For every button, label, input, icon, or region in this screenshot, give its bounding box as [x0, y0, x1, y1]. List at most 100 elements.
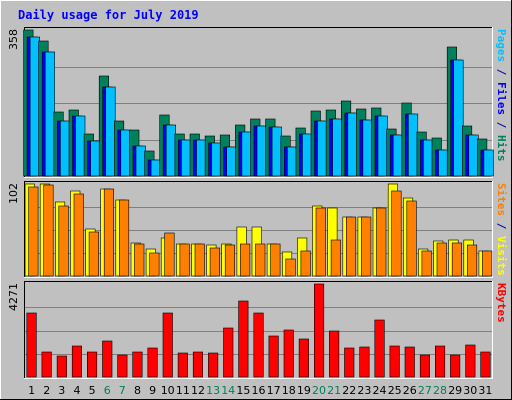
- bar-kbytes-day-29: [450, 354, 461, 378]
- panel-bot: 4271 KBytes: [7, 281, 508, 379]
- bar-kbytes-day-4: [71, 345, 82, 378]
- bar-pages-day-18: [286, 146, 298, 177]
- bar-pages-day-17: [271, 126, 282, 177]
- x-tick-label: 27: [418, 384, 432, 397]
- bar-pages-day-7: [120, 129, 131, 177]
- legend-top: Pages / Files / Hits: [495, 29, 508, 162]
- x-tick-label: 16: [252, 384, 266, 397]
- legend-entry: Sites: [495, 183, 508, 216]
- bar-sites-day-25: [391, 190, 402, 277]
- bar-pages-day-23: [362, 119, 373, 177]
- legend-entry: Pages: [495, 29, 508, 62]
- bar-kbytes-day-2: [41, 351, 52, 378]
- bar-kbytes-day-11: [177, 352, 188, 378]
- bar-sites-day-7: [119, 199, 130, 277]
- bar-sites-day-23: [361, 216, 372, 277]
- bar-pages-day-12: [196, 139, 207, 177]
- x-tick-label: 8: [134, 384, 141, 397]
- x-tick-label: 30: [463, 384, 477, 397]
- x-tick-label: 24: [373, 384, 387, 397]
- bar-pages-day-8: [135, 145, 146, 177]
- bar-kbytes-day-3: [56, 355, 67, 378]
- bar-pages-day-14: [226, 146, 237, 177]
- bar-kbytes-day-22: [344, 347, 355, 378]
- bar-sites-day-10: [164, 232, 175, 277]
- x-tick-label: 25: [388, 384, 402, 397]
- bar-pages-day-11: [181, 139, 192, 177]
- bar-pages-day-6: [105, 86, 116, 177]
- x-tick-label: 14: [221, 384, 235, 397]
- legend-bot: KBytes: [495, 283, 508, 323]
- x-tick-label: 15: [236, 384, 250, 397]
- legend-entry: /: [495, 115, 508, 135]
- bar-pages-day-13: [211, 142, 222, 177]
- chart-title: Daily usage for July 2019: [18, 8, 199, 22]
- bar-kbytes-day-26: [404, 346, 415, 378]
- bar-sites-day-17: [270, 243, 281, 277]
- legend-entry: Hits: [495, 135, 508, 162]
- bar-kbytes-day-5: [87, 351, 98, 378]
- bar-sites-day-14: [224, 244, 235, 277]
- bar-sites-day-13: [209, 247, 220, 277]
- bar-pages-day-27: [423, 139, 434, 177]
- bar-pages-day-15: [241, 131, 252, 177]
- bar-sites-day-12: [194, 243, 205, 277]
- bar-kbytes-day-25: [389, 345, 400, 378]
- bar-pages-day-16: [256, 125, 267, 177]
- legend-entry: Visits: [495, 236, 508, 276]
- bar-pages-day-9: [150, 159, 161, 177]
- bar-kbytes-day-17: [268, 335, 279, 378]
- bar-pages-day-30: [468, 134, 479, 177]
- x-tick-label: 19: [297, 384, 311, 397]
- bar-pages-day-5: [90, 140, 101, 177]
- bar-pages-day-22: [347, 112, 358, 177]
- bar-pages-day-10: [165, 124, 176, 177]
- x-tick-label: 21: [327, 384, 341, 397]
- x-tick-label: 6: [104, 384, 111, 397]
- bar-sites-day-21: [330, 239, 341, 277]
- x-tick-label: 23: [357, 384, 371, 397]
- x-tick-label: 13: [206, 384, 220, 397]
- bar-sites-day-29: [451, 242, 463, 277]
- bars-top: [23, 29, 494, 177]
- bar-sites-day-30: [466, 244, 478, 277]
- bar-sites-day-18: [285, 258, 296, 277]
- bar-sites-day-27: [421, 250, 432, 277]
- x-tick-label: 5: [89, 384, 96, 397]
- bar-kbytes-day-16: [253, 312, 264, 378]
- bars-bot: [26, 283, 491, 378]
- bar-pages-day-29: [453, 59, 464, 177]
- bar-sites-day-3: [58, 205, 69, 277]
- x-tick-label: 2: [43, 384, 50, 397]
- x-tick-label: 3: [58, 384, 65, 397]
- bar-kbytes-day-14: [223, 327, 234, 378]
- bar-kbytes-day-13: [208, 352, 219, 378]
- x-tick-label: 20: [312, 384, 326, 397]
- bar-kbytes-day-27: [419, 354, 431, 378]
- bar-pages-day-21: [332, 118, 343, 177]
- bar-pages-day-25: [392, 134, 404, 177]
- bar-pages-day-26: [407, 113, 419, 177]
- bar-pages-day-31: [483, 149, 494, 177]
- legend-entry: /: [495, 62, 508, 82]
- bar-sites-day-6: [103, 188, 114, 277]
- bar-kbytes-day-9: [147, 347, 158, 378]
- bar-kbytes-day-20: [313, 283, 325, 378]
- legend-mid: Sites / Visits: [495, 183, 508, 276]
- bar-pages-day-2: [44, 51, 56, 177]
- bar-sites-day-24: [376, 207, 387, 277]
- bar-kbytes-day-23: [359, 346, 370, 378]
- bar-sites-day-8: [134, 243, 145, 277]
- y-max-label: 358: [7, 29, 20, 50]
- bar-sites-day-1: [28, 186, 39, 277]
- x-tick-label: 18: [282, 384, 296, 397]
- bar-kbytes-day-7: [117, 354, 128, 378]
- bar-pages-day-4: [75, 115, 86, 177]
- x-tick-label: 28: [433, 384, 447, 397]
- bar-sites-day-22: [345, 216, 357, 277]
- bar-sites-day-19: [300, 250, 311, 277]
- x-tick-label: 11: [176, 384, 190, 397]
- bar-sites-day-9: [149, 252, 160, 277]
- bar-pages-day-19: [302, 133, 313, 177]
